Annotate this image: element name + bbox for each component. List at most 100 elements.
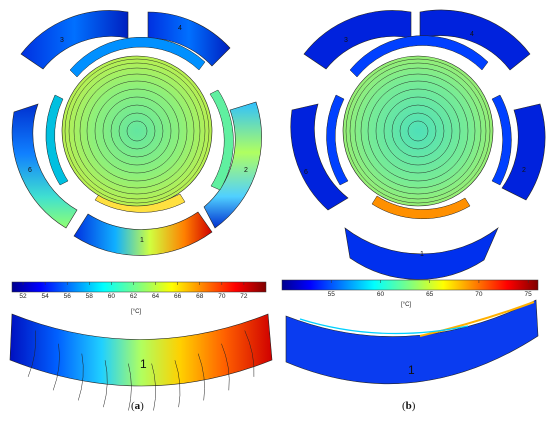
bearing-pads-b <box>290 9 546 280</box>
caption-a-open: ( <box>131 400 135 412</box>
shaft-a-isotherm-ring-5 <box>86 80 188 182</box>
caption-b-close: ) <box>412 400 416 412</box>
inner-segment-b-right <box>491 94 512 186</box>
pad-a-4 <box>147 11 231 67</box>
pad-a-1 <box>73 211 213 256</box>
pad-b-label-6: 6 <box>304 169 308 176</box>
colorbar-a-tick-label: 64 <box>152 293 160 300</box>
colorbar-a-tick-label: 62 <box>130 293 138 300</box>
pad-a-3 <box>20 10 129 70</box>
colorbar-a <box>11 281 267 293</box>
pad-a-label-6: 6 <box>28 167 32 174</box>
colorbar-b-tick-label: 55 <box>328 291 336 298</box>
caption-b: (b) <box>402 400 416 412</box>
shaft-b-isotherm-ring-2 <box>391 104 445 158</box>
inner-segment-a-top <box>69 36 206 78</box>
shaft-b-isotherm-ring-5 <box>367 80 469 182</box>
colorbar-b-ticks: 55 60 65 70 75 <box>328 280 533 298</box>
colorbar-a-tick-label: 66 <box>174 293 182 300</box>
inner-segment-a-left <box>45 94 69 186</box>
pad-a-label-2: 2 <box>244 167 248 174</box>
pad-b-6 <box>290 103 349 211</box>
panel-a: 1 2 3 4 6 52 54 56 58 60 62 64 66 68 70 72 [°C] 1 … <box>9 10 273 412</box>
colorbar-b-unit: [°C] <box>401 302 411 308</box>
shaft-b-isotherm-ring-4 <box>375 88 461 174</box>
colorbar-b-tick-label: 75 <box>525 291 533 298</box>
caption-b-open: ( <box>402 400 406 412</box>
shaft-a-isotherm-ring-7 <box>73 67 201 195</box>
shaft-a-isotherms <box>64 58 210 204</box>
zoom-pad-a-isotherm-6 <box>151 363 156 411</box>
zoom-pad-a-isotherm-5 <box>128 363 132 411</box>
colorbar-b <box>281 279 539 291</box>
colorbar-b-tick-label: 70 <box>475 291 483 298</box>
zoom-pad-b <box>285 299 539 385</box>
zoom-pad-a-isotherms <box>27 330 255 411</box>
shaft-b-isotherm-ring-7 <box>354 67 482 195</box>
zoom-pad-a-isotherm-8 <box>197 353 205 401</box>
inner-segment-b-left <box>326 94 349 186</box>
bearing-inner-ring-a <box>45 36 234 213</box>
shaft-b-isotherms <box>345 58 491 204</box>
colorbar-b-tick-label: 60 <box>377 291 385 298</box>
zoom-pad-a-isotherm-7 <box>174 360 181 408</box>
shaft-b-isotherm-ring-1 <box>399 112 437 150</box>
zoom-pad-b-hotspot <box>419 301 535 337</box>
colorbar-a-tick-label: 52 <box>19 293 27 300</box>
inner-segment-b-bottom <box>371 195 471 220</box>
bearing-pads-a <box>11 10 262 256</box>
pad-b-label-4: 4 <box>470 31 474 38</box>
pad-a-label-1: 1 <box>140 237 144 244</box>
colorbar-a-tick-label: 60 <box>108 293 116 300</box>
shaft-b <box>342 55 494 207</box>
pad-b-4 <box>419 9 531 71</box>
colorbar-a-tick-label: 56 <box>64 293 72 300</box>
shaft-a-isotherm-ring-9 <box>64 58 210 204</box>
colorbar-a-tick-label: 58 <box>86 293 94 300</box>
pad-a-label-3: 3 <box>60 37 64 44</box>
colorbar-a-ticks: 52 54 56 58 60 62 64 66 68 70 72 <box>19 282 248 300</box>
caption-a-letter: a <box>135 400 141 412</box>
colorbar-a-tick-label: 70 <box>218 293 226 300</box>
zoom-pad-a-isotherm-9 <box>221 343 230 391</box>
pad-b-label-2: 2 <box>522 167 526 174</box>
shaft-b-isotherm-ring-9 <box>345 58 491 204</box>
shaft-a-isotherm-ring-2 <box>110 104 164 158</box>
zoom-pad-a-isotherm-4 <box>103 360 108 408</box>
pad-a-label-4: 4 <box>178 25 182 32</box>
bearing-inner-ring-b <box>326 35 512 220</box>
panel-b: 1 2 3 4 6 55 60 65 70 75 [°C] 1 (b) <box>281 9 546 412</box>
zoom-pad-a-label: 1 <box>140 357 147 371</box>
zoom-pad-a-isotherm-2 <box>52 343 60 391</box>
shaft-a-isotherm-ring-1 <box>118 112 156 150</box>
colorbar-b-tick-label: 65 <box>426 291 434 298</box>
zoom-pad-a-isotherm-1 <box>27 330 36 377</box>
shaft-a-isotherm-ring-4 <box>94 88 180 174</box>
colorbar-a-tick-label: 54 <box>42 293 50 300</box>
colorbar-a-tick-label: 68 <box>196 293 204 300</box>
shaft-a-isotherm-ring-6 <box>79 73 195 189</box>
pad-a-6 <box>11 103 78 229</box>
shaft-a <box>61 55 213 207</box>
zoom-pad-a-isotherm-10 <box>244 330 255 377</box>
pad-b-1 <box>344 227 499 280</box>
pad-a-2 <box>203 101 262 229</box>
shaft-b-isotherm-ring-0 <box>407 120 429 142</box>
shaft-a-isotherm-ring-8 <box>68 62 206 200</box>
zoom-pad-a <box>9 313 273 387</box>
pad-b-3 <box>303 10 412 70</box>
shaft-b-isotherm-ring-3 <box>383 96 453 166</box>
inner-segment-a-right <box>209 89 234 191</box>
inner-segment-b-top <box>349 35 489 78</box>
pad-b-label-3: 3 <box>344 37 348 44</box>
zoom-pad-b-label: 1 <box>408 363 415 377</box>
colorbar-a-tick-label: 72 <box>240 293 248 300</box>
pad-b-2 <box>501 103 546 201</box>
colorbar-a-unit: [°C] <box>131 309 141 315</box>
caption-a-close: ) <box>140 400 144 412</box>
caption-a: (a) <box>131 400 144 412</box>
pad-b-label-1: 1 <box>420 251 424 258</box>
shaft-b-isotherm-ring-8 <box>349 62 487 200</box>
shaft-b-isotherm-ring-6 <box>360 73 476 189</box>
